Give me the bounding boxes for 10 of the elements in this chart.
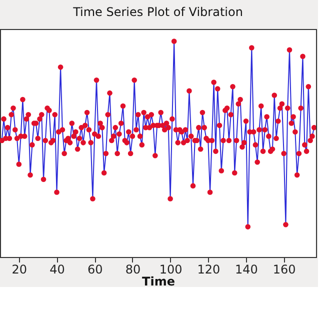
x-tick-label: 60 <box>87 262 103 276</box>
x-tick-label: 160 <box>272 262 296 276</box>
x-tick-label: 80 <box>125 262 141 276</box>
x-tick-label: 100 <box>159 262 182 276</box>
x-tick-label: 20 <box>12 262 28 276</box>
chart-title: Time Series Plot of Vibration <box>72 5 243 19</box>
x-tick-label: 120 <box>197 262 220 276</box>
x-axis-title: Time <box>142 274 175 288</box>
x-tick-label: 40 <box>50 262 65 276</box>
x-tick-label: 140 <box>235 262 258 276</box>
